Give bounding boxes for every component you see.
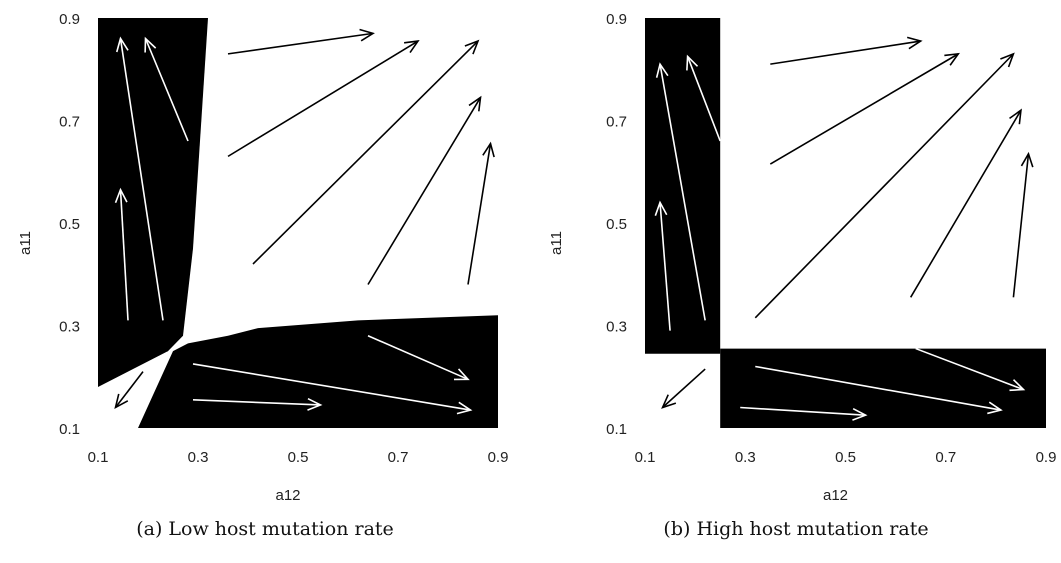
y-tick-label: 0.5: [59, 216, 80, 233]
lower-right-region: [138, 315, 498, 428]
x-tick-label: 0.5: [835, 449, 856, 466]
vector-arrow: [915, 347, 1026, 392]
vector-arrow: [115, 36, 164, 321]
y-tick-label: 0.1: [59, 421, 80, 438]
vector-arrow: [655, 62, 706, 321]
chart-a-svg: 0.1 0.3 0.5 0.7 0.9 0.1 0.3 0.5 0.7 0.9 a12 a11: [17, 11, 509, 500]
vector-arrow: [754, 52, 1015, 319]
x-tick-label: 0.1: [88, 449, 109, 466]
x-tick-label: 0.3: [188, 449, 209, 466]
x-tick-label: 0.9: [488, 449, 509, 466]
vector-arrow: [367, 95, 482, 285]
y-tick-label: 0.3: [606, 319, 627, 336]
x-axis-label: a12: [823, 487, 848, 500]
chart-b-svg: 0.1 0.3 0.5 0.7 0.9 0.1 0.3 0.5 0.7 0.9 a12 a11: [548, 11, 1057, 500]
vector-arrow: [227, 28, 375, 55]
vector-arrow: [252, 39, 480, 265]
y-axis-label: a11: [548, 231, 565, 255]
vector-arrow: [740, 406, 868, 421]
vector-arrow: [114, 371, 144, 410]
y-tick-label: 0.3: [59, 319, 80, 336]
vector-arrow: [909, 108, 1022, 298]
vector-arrow: [1012, 151, 1034, 298]
vector-arrow: [467, 141, 495, 285]
caption-b: (b) High host mutation rate: [663, 518, 929, 540]
x-tick-label: 0.7: [935, 449, 956, 466]
upper-left-region: [98, 18, 208, 387]
y-tick-label: 0.1: [606, 421, 627, 438]
vector-arrow: [144, 36, 189, 142]
x-tick-label: 0.7: [388, 449, 409, 466]
vector-arrow: [769, 52, 960, 165]
y-tick-label: 0.5: [606, 216, 627, 233]
y-tick-label: 0.9: [59, 11, 80, 28]
y-tick-label: 0.7: [59, 114, 80, 131]
x-tick-label: 0.9: [1036, 449, 1057, 466]
panel-a: 0.1 0.3 0.5 0.7 0.9 0.1 0.3 0.5 0.7 0.9 a12 a11 (a)…: [0, 0, 530, 563]
x-tick-label: 0.1: [635, 449, 656, 466]
x-tick-label: 0.3: [735, 449, 756, 466]
vector-arrow: [770, 36, 923, 65]
vector-arrow: [755, 365, 1003, 415]
x-axis-label: a12: [275, 487, 300, 500]
vector-arrow: [227, 40, 420, 158]
vector-arrow: [192, 398, 323, 411]
vector-arrow: [686, 54, 721, 142]
lower-right-region: [720, 348, 1046, 428]
vector-arrow: [654, 200, 671, 331]
vector-arrow: [192, 363, 473, 415]
y-axis-label: a11: [17, 231, 34, 255]
y-tick-label: 0.7: [606, 114, 627, 131]
vector-arrow: [661, 368, 706, 409]
x-tick-label: 0.5: [288, 449, 309, 466]
y-tick-label: 0.9: [606, 11, 627, 28]
vector-arrow: [367, 335, 470, 381]
panel-b: 0.1 0.3 0.5 0.7 0.9 0.1 0.3 0.5 0.7 0.9 a12 a11 (b)…: [531, 0, 1061, 563]
caption-a: (a) Low host mutation rate: [136, 518, 394, 540]
upper-left-region: [645, 18, 721, 354]
vector-arrow: [114, 187, 129, 321]
